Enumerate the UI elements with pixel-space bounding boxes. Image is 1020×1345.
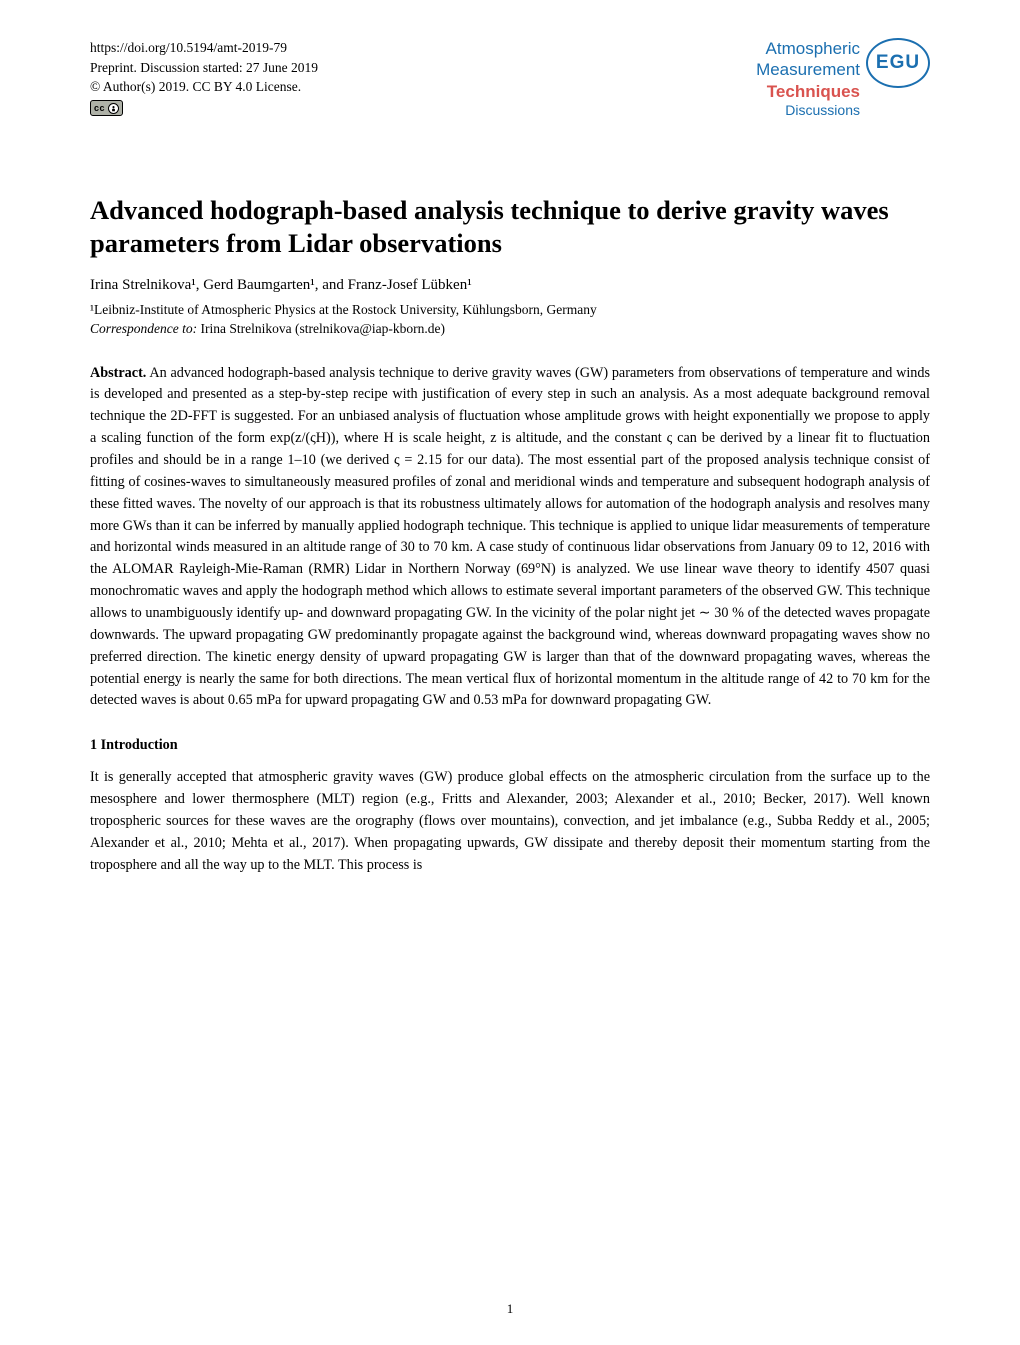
abstract-text: An advanced hodograph-based analysis tec… — [90, 365, 930, 709]
by-icon — [108, 103, 119, 114]
cc-icon: cc — [94, 102, 105, 115]
page-header: https://doi.org/10.5194/amt-2019-79 Prep… — [90, 38, 930, 119]
journal-title-block: Atmospheric Measurement Techniques Discu… — [756, 38, 860, 119]
preprint-date: Preprint. Discussion started: 27 June 20… — [90, 58, 318, 78]
correspondence-label: Correspondence to: — [90, 321, 197, 336]
abstract: Abstract. An advanced hodograph-based an… — [90, 363, 930, 713]
journal-line-1: Atmospheric — [756, 38, 860, 59]
journal-line-2: Measurement — [756, 59, 860, 80]
affiliation: ¹Leibniz-Institute of Atmospheric Physic… — [90, 302, 930, 318]
page-number: 1 — [507, 1301, 514, 1317]
license-text: © Author(s) 2019. CC BY 4.0 License. — [90, 77, 318, 97]
section-1-heading: 1 Introduction — [90, 737, 930, 754]
header-left: https://doi.org/10.5194/amt-2019-79 Prep… — [90, 38, 318, 116]
doi-link[interactable]: https://doi.org/10.5194/amt-2019-79 — [90, 38, 318, 58]
paper-title: Advanced hodograph-based analysis techni… — [90, 194, 930, 260]
cc-license-badge: cc — [90, 100, 123, 116]
correspondence-text: Irina Strelnikova (strelnikova@iap-kborn… — [197, 321, 445, 336]
abstract-label: Abstract. — [90, 365, 146, 381]
egu-logo: EGU — [866, 38, 930, 88]
journal-line-3: Techniques — [756, 81, 860, 102]
journal-line-4: Discussions — [756, 102, 860, 120]
authors-list: Irina Strelnikova¹, Gerd Baumgarten¹, an… — [90, 277, 930, 294]
intro-paragraph-1: It is generally accepted that atmospheri… — [90, 767, 930, 876]
header-right: Atmospheric Measurement Techniques Discu… — [756, 38, 930, 119]
correspondence: Correspondence to: Irina Strelnikova (st… — [90, 321, 930, 337]
